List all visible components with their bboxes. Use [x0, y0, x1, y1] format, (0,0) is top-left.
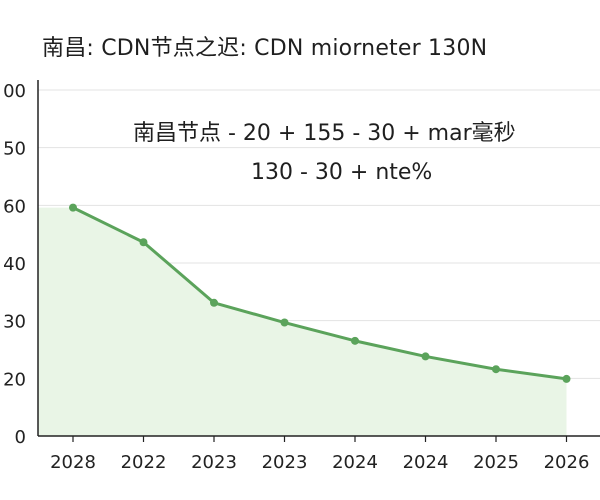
y-tick-label: 60	[3, 196, 26, 217]
y-tick-label: 30	[3, 312, 26, 333]
x-tick-label: 2022	[121, 452, 167, 473]
y-tick-label: 40	[3, 254, 26, 275]
x-tick-label: 2023	[262, 452, 308, 473]
x-tick-labels: 2028 2022 2023 2023 2024 2024 2025 2026	[50, 436, 589, 473]
y-tick-label: 20	[3, 369, 26, 390]
data-point	[421, 352, 430, 361]
x-tick-label: 2026	[544, 452, 590, 473]
data-point	[492, 365, 500, 374]
data-point	[139, 238, 148, 247]
axes	[37, 80, 600, 437]
x-tick-label: 2023	[191, 452, 237, 473]
series-line-layer	[71, 206, 568, 381]
data-points	[69, 203, 571, 383]
y-tick-label: 00	[3, 81, 26, 102]
area-fill-layer	[38, 207, 567, 436]
x-tick-label: 2028	[50, 452, 96, 473]
x-tick-label: 2024	[332, 452, 378, 473]
data-point	[69, 203, 77, 212]
area-fill	[38, 207, 567, 436]
chart-title: 南昌: CDN节点之迟: CDN miorneter 130N	[42, 36, 488, 61]
annotation-text-1: 南昌节点 - 20 + 155 - 30 + mar毫秒	[133, 121, 516, 146]
x-tick-label: 2025	[473, 452, 519, 473]
data-point	[562, 374, 571, 383]
data-point	[351, 336, 359, 345]
y-tick-label: 0	[15, 427, 26, 448]
x-tick-label: 2024	[403, 452, 449, 473]
data-point	[280, 318, 289, 327]
y-tick-label: 50	[3, 139, 26, 160]
y-tick-labels: 0 20 30 40 60 50 00	[3, 81, 26, 448]
annotation-text-2: 130 - 30 + nte%	[251, 160, 433, 185]
series-line	[71, 206, 568, 381]
data-point	[210, 298, 218, 307]
